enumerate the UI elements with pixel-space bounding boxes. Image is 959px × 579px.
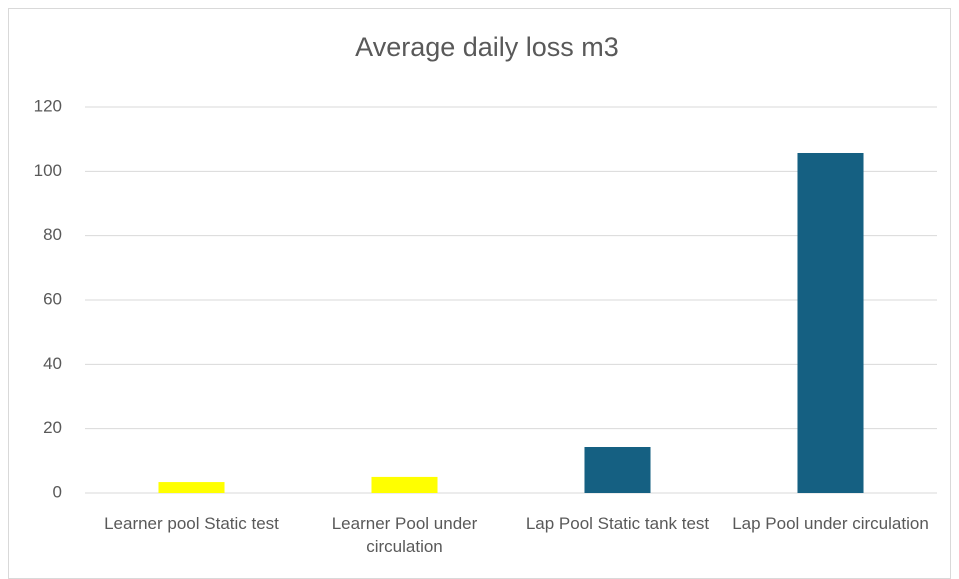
y-tick-label: 40 [43, 354, 62, 373]
y-tick-label: 80 [43, 225, 62, 244]
bar [371, 476, 438, 493]
y-tick-label: 20 [43, 418, 62, 437]
y-tick-label: 0 [53, 482, 62, 501]
bar [158, 482, 225, 493]
x-tick-label: Lap Pool under circulation [732, 514, 929, 533]
y-tick-label: 60 [43, 289, 62, 308]
x-tick-label: Learner Pool under circulation [331, 514, 478, 556]
y-tick-label: 100 [34, 161, 62, 180]
x-tick-label: Learner pool Static test [104, 514, 279, 533]
x-tick-label: Lap Pool Static tank test [525, 514, 710, 533]
y-tick-label: 120 [34, 96, 62, 115]
bar [797, 152, 864, 493]
bar [584, 447, 651, 493]
chart-title: Average daily loss m3 [355, 32, 619, 62]
